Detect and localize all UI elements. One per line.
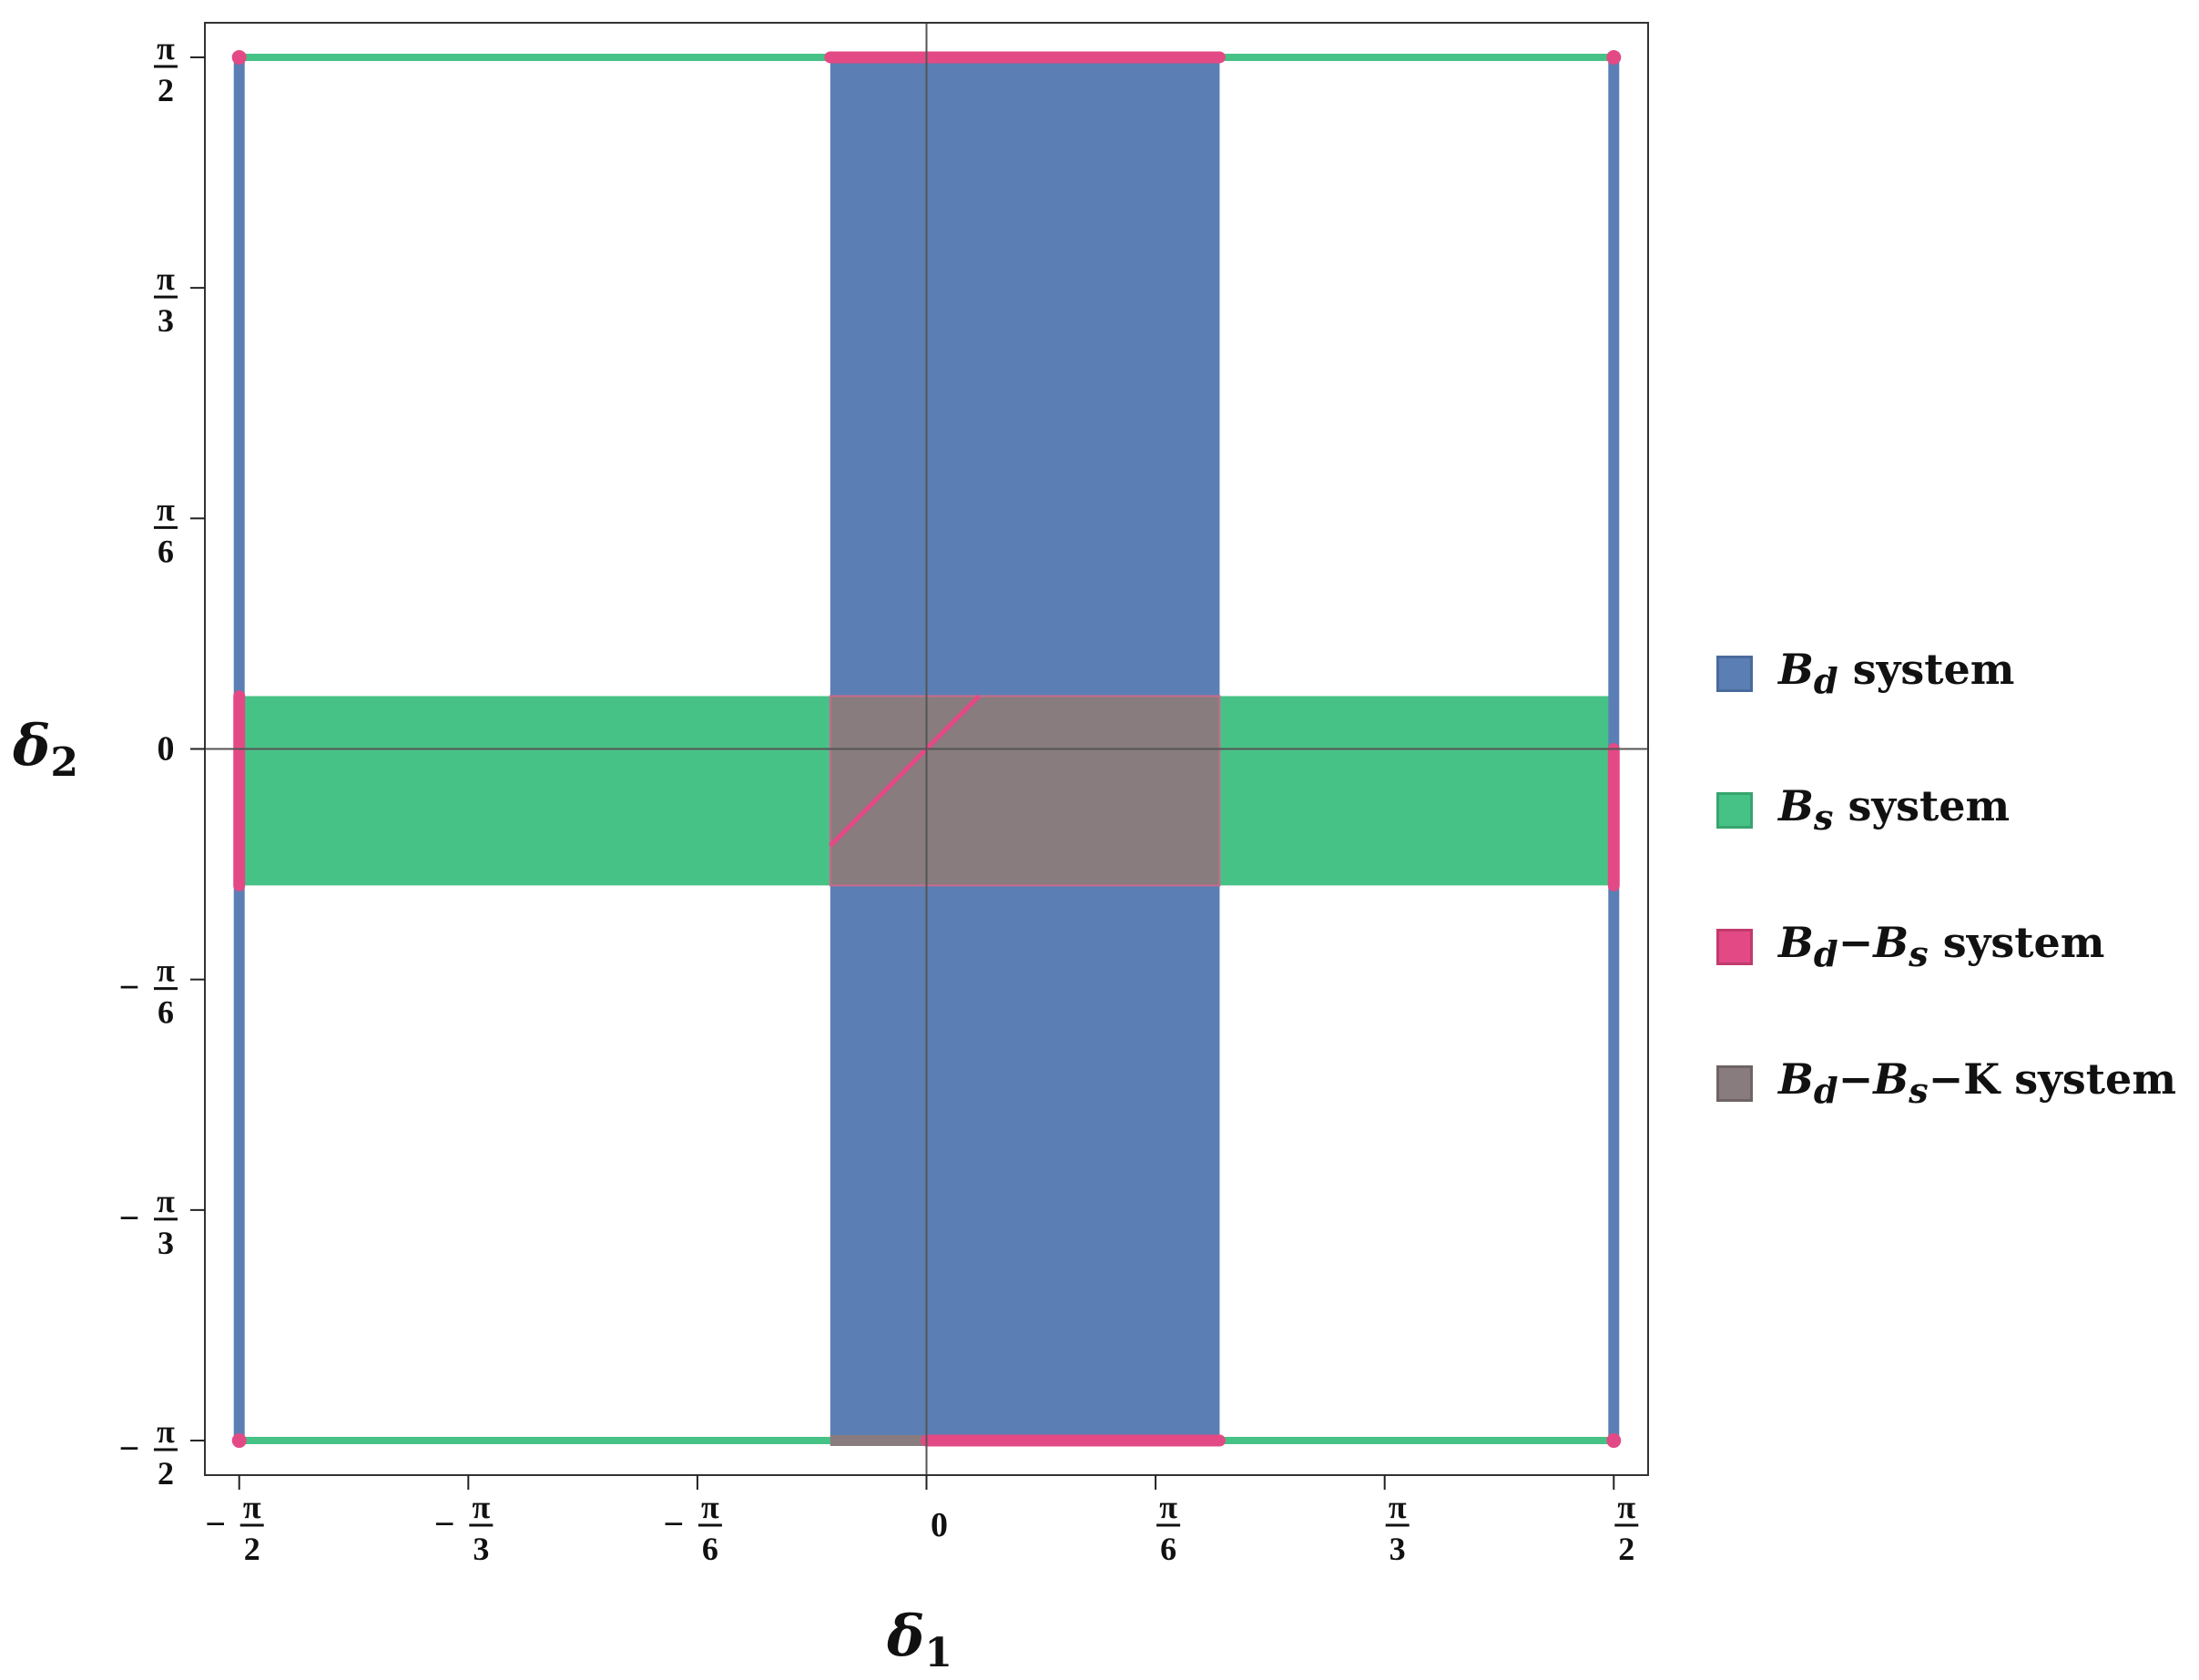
x-tick-label-pi-2: π2 [1614, 1489, 1639, 1567]
y-tick-label-neg-pi-3: π 3− [119, 1183, 178, 1261]
legend-item-bs: Bs system [1716, 742, 2176, 879]
legend-item-bd-bs: Bd−Bs system [1716, 879, 2176, 1015]
x-tick-numerator: π [472, 1489, 490, 1525]
x-tick-numerator: π [1389, 1489, 1407, 1525]
legend-swatch-bd-bs-k [1716, 1065, 1753, 1102]
x-tick-label-neg-pi-6: π 6− [664, 1489, 722, 1567]
x-tick-numerator: π [1617, 1489, 1635, 1525]
y-tick-label-pi-2: π2 [154, 30, 178, 108]
legend: Bd system Bs system Bd−Bs system Bd−Bs−K… [1716, 606, 2176, 1152]
y-tick-minus-sign: − [119, 1197, 140, 1238]
bd-bs-dot-2 [1606, 49, 1622, 65]
y-tick-denominator: 2 [158, 72, 174, 108]
x-axis-title: δ1 [886, 1603, 952, 1676]
legend-item-bd-bs-k: Bd−Bs−K system [1716, 1015, 2176, 1152]
x-tick-denominator: 6 [1160, 1531, 1176, 1567]
y-tick-denominator: 3 [158, 302, 174, 339]
y-tick-minus-sign: − [119, 1428, 140, 1469]
bd-bs-k-region [829, 695, 1221, 887]
y-tick-denominator: 6 [158, 533, 174, 569]
bd-bs-dot-1 [231, 49, 247, 65]
legend-label-bd-bs-k: Bd−Bs−K system [1778, 1054, 2176, 1113]
y-tick-numerator: π [157, 1413, 175, 1450]
x-tick-numerator: π [1159, 1489, 1177, 1525]
y-tick-label-neg-pi-2: π 2− [119, 1413, 178, 1492]
x-tick-label-neg-pi-2: π 2− [205, 1489, 264, 1567]
legend-item-bd: Bd system [1716, 606, 2176, 742]
y-tick-numerator: π [157, 260, 175, 297]
legend-swatch-bd-bs [1716, 929, 1753, 965]
x-tick-denominator: 2 [1618, 1531, 1634, 1567]
y-tick-label-neg-pi-6: π 6− [119, 952, 178, 1031]
x-tick-numerator: π [243, 1489, 261, 1525]
y-tick-numerator: π [157, 952, 175, 989]
x-tick-minus-sign: − [434, 1503, 455, 1544]
x-tick-label-neg-pi-3: π 3− [434, 1489, 494, 1567]
x-tick-minus-sign: − [664, 1503, 685, 1544]
bd-bs-dot-4 [1606, 1433, 1622, 1449]
x-tick-label-zero: 0 [931, 1506, 948, 1544]
bd-bs-dot-3 [231, 1433, 247, 1449]
legend-swatch-bs [1716, 792, 1753, 829]
legend-label-bd: Bd system [1778, 645, 2015, 703]
y-tick-denominator: 6 [158, 994, 174, 1031]
x-tick-denominator: 3 [1390, 1531, 1406, 1567]
x-tick-denominator: 2 [244, 1531, 260, 1567]
y-tick-label-zero: 0 [158, 730, 175, 769]
axes-lines [204, 22, 1649, 1476]
x-tick-label-pi-6: π6 [1156, 1489, 1181, 1567]
y-tick-label-pi-3: π3 [154, 260, 178, 339]
x-tick-numerator: π [701, 1489, 719, 1525]
legend-label-bs: Bs system [1778, 781, 2011, 840]
y-tick-minus-sign: − [119, 967, 140, 1008]
x-tick-denominator: 6 [702, 1531, 718, 1567]
legend-swatch-bd [1716, 656, 1753, 692]
legend-label-bd-bs: Bd−Bs system [1778, 918, 2105, 976]
y-tick-numerator: π [157, 491, 175, 527]
x-tick-minus-sign: − [205, 1503, 226, 1544]
y-tick-numerator: π [157, 1183, 175, 1219]
x-tick-label-pi-3: π3 [1385, 1489, 1410, 1567]
y-tick-numerator: π [157, 30, 175, 66]
y-tick-denominator: 2 [158, 1455, 174, 1492]
y-tick-label-pi-6: π6 [154, 491, 178, 569]
x-tick-denominator: 3 [473, 1531, 489, 1567]
y-tick-denominator: 3 [158, 1225, 174, 1261]
y-axis-title: δ2 [12, 712, 78, 786]
